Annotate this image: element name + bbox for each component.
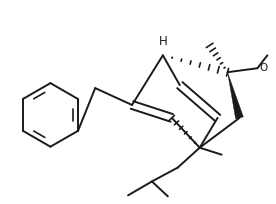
Text: O: O bbox=[259, 63, 268, 73]
Text: H: H bbox=[158, 35, 167, 48]
Polygon shape bbox=[227, 72, 243, 119]
